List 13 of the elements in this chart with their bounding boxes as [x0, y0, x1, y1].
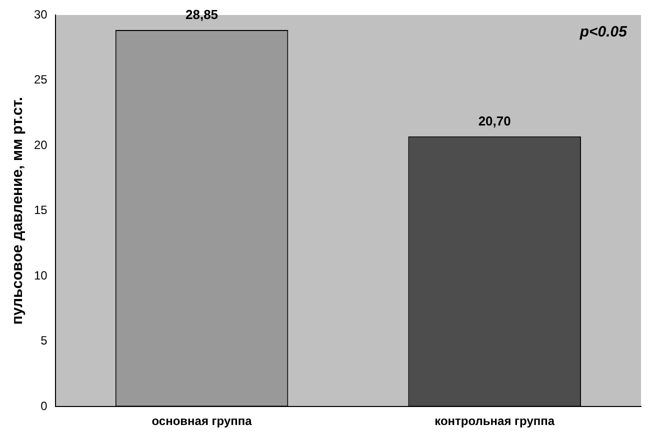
- data-label: 28,85: [185, 7, 218, 22]
- y-tick-label: 25: [34, 72, 48, 87]
- y-tick-label: 20: [34, 138, 48, 152]
- y-axis-title: пульсовое давление, мм рт.ст.: [9, 96, 26, 325]
- y-tick-label: 10: [34, 268, 48, 282]
- y-tick-label: 5: [40, 334, 48, 348]
- y-tick-label: 15: [34, 203, 48, 218]
- y-tick-label: 0: [40, 398, 48, 413]
- x-tick-label: контрольная группа: [434, 414, 555, 428]
- y-tick-label: 30: [34, 7, 48, 22]
- x-tick-label: основная группа: [152, 414, 252, 428]
- annotation: p<0.05: [578, 24, 628, 41]
- data-label: 20,70: [478, 113, 511, 128]
